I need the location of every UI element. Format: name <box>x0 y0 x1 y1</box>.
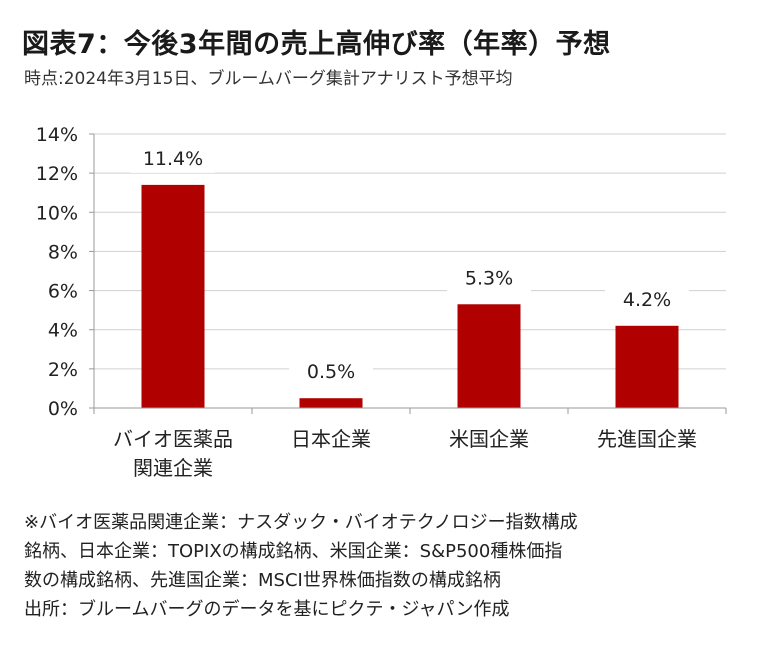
bar <box>141 184 205 408</box>
chart-subtitle: 時点:2024年3月15日、ブルームバーグ集計アナリスト予想平均 <box>24 69 513 89</box>
y-tick-label: 2% <box>48 359 78 381</box>
category-label: バイオ医薬品 <box>113 427 233 451</box>
y-tick-label: 6% <box>48 281 78 303</box>
footnote-line: 出所：ブルームバーグのデータを基にピクテ・ジャパン作成 <box>24 599 510 620</box>
y-tick-label: 12% <box>36 163 78 185</box>
data-label-background <box>605 283 689 314</box>
footnotes: ※バイオ医薬品関連企業：ナスダック・バイオテクノロジー指数構成 銘柄、日本企業：… <box>24 508 744 624</box>
bar <box>299 398 363 408</box>
chart-title: 図表7：今後3年間の売上高伸び率（年率）予想 <box>22 29 611 60</box>
y-tick-label: 10% <box>36 202 78 224</box>
y-tick-label: 8% <box>48 241 78 263</box>
footnote-line: ※バイオ医薬品関連企業：ナスダック・バイオテクノロジー指数構成 <box>24 512 578 533</box>
footnote-line: 数の構成銘柄、先進国企業：MSCI世界株価指数の構成銘柄 <box>24 570 501 591</box>
category-label: 先進国企業 <box>597 427 697 451</box>
category-label: 関連企業 <box>133 456 213 480</box>
bar <box>457 304 521 408</box>
bar <box>615 325 679 408</box>
data-label: 5.3% <box>465 267 513 289</box>
bar-chart: 11.4% 0.5% 5.3% 4.2% 0% 2% 4% 6% 8% 10% 12% 14% バイオ… <box>36 124 727 480</box>
y-tick-label: 4% <box>48 320 78 342</box>
data-label: 4.2% <box>623 289 671 311</box>
footnote-line: 銘柄、日本企業：TOPIXの構成銘柄、米国企業：S&P500種株価指 <box>24 541 563 562</box>
category-label: 米国企業 <box>449 427 529 451</box>
category-label: 日本企業 <box>291 427 371 451</box>
data-label: 11.4% <box>143 148 203 170</box>
data-label: 0.5% <box>307 361 355 383</box>
y-tick-label: 0% <box>48 398 78 420</box>
data-label-background <box>131 142 215 173</box>
y-tick-label: 14% <box>36 124 78 146</box>
data-label-background <box>447 262 531 293</box>
data-label-background <box>289 356 373 387</box>
